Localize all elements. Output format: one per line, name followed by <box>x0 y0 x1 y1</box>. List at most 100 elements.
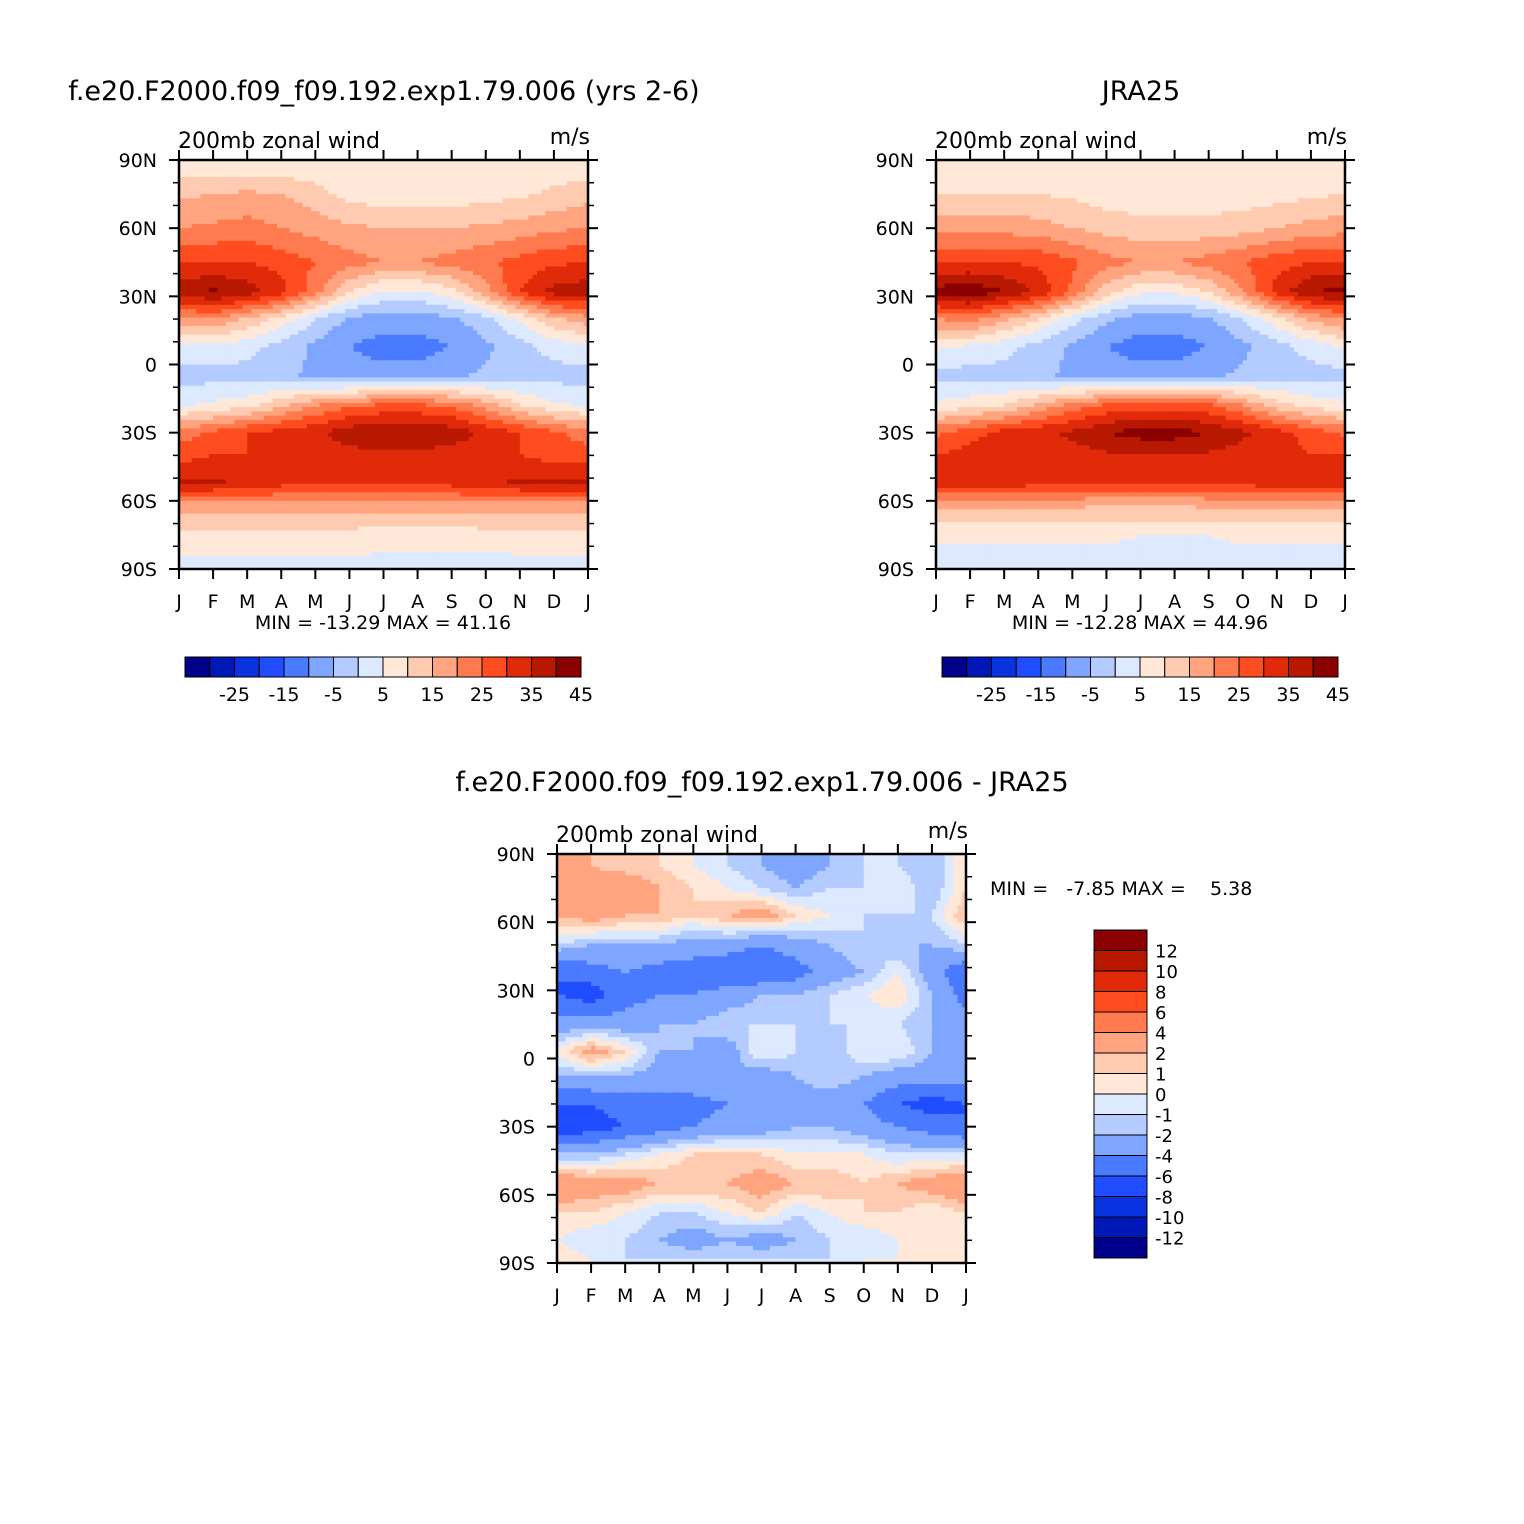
contour-cell <box>204 240 210 246</box>
contour-cell <box>179 287 184 293</box>
contour-cell <box>494 292 500 297</box>
contour-cell <box>191 198 197 204</box>
contour-cell <box>528 330 534 336</box>
contour-cell <box>281 236 287 242</box>
contour-cell <box>281 202 287 208</box>
contour-cell <box>515 309 521 314</box>
contour-cell <box>502 292 508 297</box>
contour-cell <box>319 330 325 336</box>
contour-cell <box>455 292 461 297</box>
contour-cell <box>332 266 338 272</box>
contour-cell <box>357 368 363 374</box>
contour-cell <box>472 360 478 366</box>
contour-cell <box>285 321 291 327</box>
contour-cell <box>545 283 551 289</box>
contour-cell <box>536 313 542 319</box>
contour-cell <box>430 266 436 272</box>
contour-cell <box>575 228 581 234</box>
contour-cell <box>566 240 572 246</box>
contour-cell <box>481 309 487 314</box>
contour-cell <box>417 321 423 327</box>
contour-cell <box>340 194 346 199</box>
contour-cell <box>549 330 555 336</box>
contour-cell <box>302 355 308 361</box>
contour-cell <box>221 351 227 357</box>
contour-cell <box>294 257 299 263</box>
contour-cell <box>234 270 240 276</box>
contour-cell <box>536 266 542 272</box>
contour-cell <box>208 317 214 323</box>
contour-cell <box>426 364 431 370</box>
contour-cell <box>464 275 470 280</box>
contour-cell <box>541 228 546 234</box>
contour-cell <box>272 321 278 327</box>
contour-cell <box>515 232 521 238</box>
contour-cell <box>302 317 308 323</box>
contour-cell <box>281 253 287 259</box>
contour-cell <box>481 257 487 263</box>
contour-cell <box>298 343 304 349</box>
contour-cell <box>447 343 453 349</box>
contour-cell <box>434 164 440 170</box>
contour-cell <box>426 211 431 216</box>
contour-cell <box>213 211 218 216</box>
contour-cell <box>583 206 588 212</box>
contour-cell <box>507 223 512 229</box>
contour-cell <box>323 219 329 225</box>
contour-cell <box>247 245 253 251</box>
contour-cell <box>311 279 316 285</box>
contour-cell <box>421 194 427 199</box>
contour-cell <box>455 304 461 310</box>
contour-cell <box>447 368 453 374</box>
contour-cell <box>417 347 423 353</box>
contour-cell <box>562 270 568 276</box>
contour-cell <box>183 321 189 327</box>
contour-cell <box>477 279 483 285</box>
contour-cell <box>447 321 453 327</box>
contour-cell <box>490 330 495 336</box>
contour-cell <box>336 189 342 195</box>
contour-cell <box>289 373 295 378</box>
contour-cell <box>447 257 453 263</box>
contour-cell <box>289 309 295 314</box>
contour-cell <box>575 279 581 285</box>
contour-cell <box>345 266 351 272</box>
contour-cell <box>528 292 534 297</box>
contour-cell <box>259 275 265 280</box>
contour-cell <box>251 313 257 319</box>
contour-cell <box>379 245 385 251</box>
contour-cell <box>468 355 474 361</box>
contour-cell <box>302 194 308 199</box>
contour-cell <box>340 240 346 246</box>
contour-cell <box>494 249 500 255</box>
contour-cell <box>247 219 253 225</box>
contour-cell <box>251 240 257 246</box>
contour-cell <box>242 189 248 195</box>
contour-cell <box>553 194 559 199</box>
contour-cell <box>434 338 440 344</box>
contour-cell <box>187 270 193 276</box>
contour-cell <box>481 343 487 349</box>
contour-cell <box>400 202 406 208</box>
contour-cell <box>528 223 534 229</box>
contour-cell <box>438 355 444 361</box>
contour-cell <box>421 168 427 174</box>
contour-cell <box>362 215 368 221</box>
contour-cell <box>490 194 495 199</box>
contour-cell <box>430 317 436 323</box>
contour-cell <box>225 189 231 195</box>
contour-cell <box>225 296 231 302</box>
contour-cell <box>242 351 248 357</box>
contour-cell <box>562 296 568 302</box>
contour-cell <box>451 223 457 229</box>
contour-cell <box>511 245 517 251</box>
contour-cell <box>387 240 393 246</box>
contour-cell <box>268 181 274 187</box>
contour-cell <box>413 364 419 370</box>
contour-cell <box>302 368 308 374</box>
contour-cell <box>217 202 223 208</box>
panel-1-title: f.e20.F2000.f09_f09.192.exp1.79.006 (yrs… <box>68 76 699 107</box>
contour-cell <box>400 275 406 280</box>
contour-cell <box>387 292 393 297</box>
contour-cell <box>549 309 555 314</box>
